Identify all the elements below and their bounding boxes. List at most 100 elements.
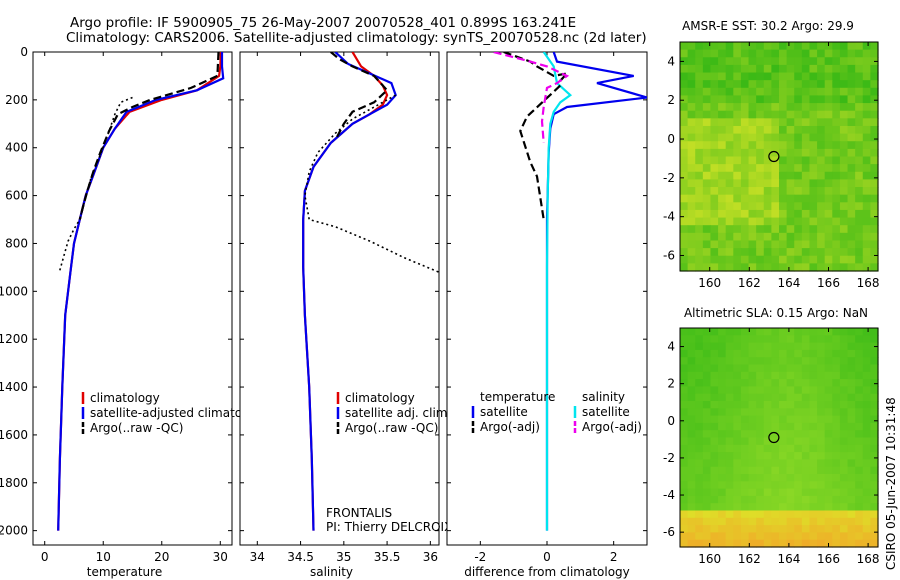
heatmap-cell [756,225,765,234]
heatmap-cell [695,466,704,475]
heatmap-cell [710,364,719,373]
heatmap-cell [801,118,811,127]
heatmap-cell [839,393,849,402]
heatmap-cell [786,474,795,482]
heatmap-cell [718,95,727,104]
heatmap-cell [832,255,841,264]
heatmap-cell [718,466,727,475]
heatmap-cell [801,87,811,97]
heatmap-cell [839,240,849,249]
heatmap-cell [847,488,856,497]
heatmap-cell [824,118,833,127]
heatmap-cell [847,72,856,81]
heatmap-cell [809,141,818,150]
heatmap-cell [748,532,757,541]
heatmap-cell [779,42,788,51]
heatmap-cell [687,328,696,336]
heatmap-cell [794,488,803,497]
heatmap-cell [862,386,871,395]
heatmap-cell [870,171,879,180]
heatmap-cell [756,386,765,395]
heatmap-cell [725,202,734,211]
heatmap-cell [748,371,757,380]
heatmap-cell [702,87,712,97]
heatmap-cells [680,42,879,272]
heatmap-cell [771,481,780,490]
y-tick-label: 800 [5,236,28,250]
heatmap-cell [786,444,795,453]
heatmap-cell [680,232,689,242]
heatmap-cell [809,72,818,81]
heatmap-cell [817,141,826,150]
heatmap-cell [718,495,727,504]
heatmap-cell [847,495,856,504]
heatmap-cell [786,171,795,180]
heatmap-cell [748,202,757,211]
heatmap-cell [855,225,864,234]
heatmap-cell [817,357,826,366]
heatmap-cell [680,141,689,150]
heatmap-cell [680,481,689,490]
heatmap-cell [839,452,849,460]
heatmap-cell [862,415,871,424]
heatmap-cell [702,133,712,142]
heatmap-cell [710,164,719,173]
heatmap-cell [771,95,780,104]
header-line-2: Climatology: CARS2006. Satellite-adjuste… [66,30,647,46]
heatmap-cell [855,118,864,127]
heatmap-cell [710,349,719,358]
heatmap-cell [794,474,803,482]
heatmap-cell [855,171,864,180]
heatmap-cell [832,171,841,180]
heatmap-cell [763,357,772,366]
heatmap-cell [740,133,750,142]
heatmap-cell [725,408,734,417]
heatmap-cell [839,49,849,58]
heatmap-cell [839,194,849,203]
heatmap-cell [824,503,833,512]
x-tick-label: 164 [777,276,800,290]
heatmap-cell [695,357,704,366]
heatmap-cell [756,539,765,548]
heatmap-cell [839,517,849,526]
heatmap-cell [855,194,864,203]
heatmap-cell [756,87,765,97]
heatmap-cell [786,503,795,512]
heatmap-cell [801,357,811,366]
heatmap-cell [847,171,856,180]
heatmap-cell [687,342,696,351]
heatmap-cell [740,42,750,51]
heatmap-cell [695,248,704,257]
heatmap-cell [748,481,757,490]
heatmap-cell [733,141,742,150]
heatmap-cell [763,194,772,203]
y-tick-label: 0 [667,414,675,428]
heatmap-cell [794,510,803,519]
legend-label: Argo(-adj) [582,420,642,434]
heatmap-cell [870,503,879,512]
heatmap-cell [870,510,879,519]
heatmap-cell [817,474,826,482]
heatmap-cell [695,187,704,196]
heatmap-cell [718,328,727,336]
heatmap-cell [832,357,841,366]
heatmap-cell [817,171,826,180]
heatmap-cell [763,474,772,482]
heatmap-cell [763,217,772,226]
heatmap-cell [763,539,772,548]
heatmap-cell [695,430,704,439]
heatmap-cell [786,342,795,351]
heatmap-cell [779,156,788,165]
heatmap-cell [710,481,719,490]
heatmap-cell [824,371,833,380]
x-tick-label: -2 [474,550,486,564]
heatmap-cell [748,408,757,417]
heatmap-cell [718,103,727,112]
heatmap-cell [740,386,750,395]
heatmap-cell [839,459,849,468]
heatmap-cell [748,164,757,173]
heatmap-cell [725,393,734,402]
heatmap-cell [809,57,818,66]
heatmap-cell [839,401,849,409]
heatmap-cell [687,248,696,257]
